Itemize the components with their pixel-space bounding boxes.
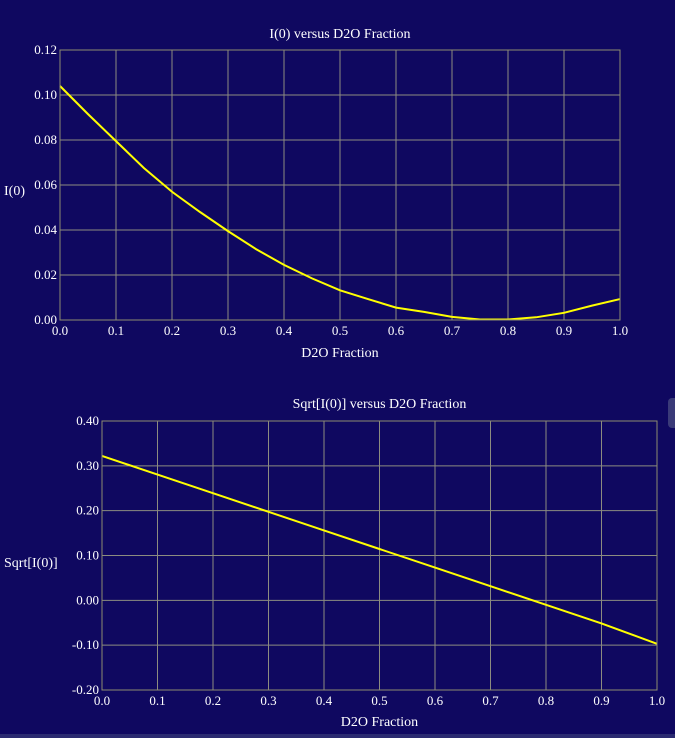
chart-1-x-tick-label: 0.3: [220, 323, 236, 338]
chart-2-title: Sqrt[I(0)] versus D2O Fraction: [293, 397, 467, 412]
chart-1-x-tick-label: 0.1: [108, 323, 124, 338]
chart-2-grid: [101, 420, 658, 691]
chart-2-x-axis-label: D2O Fraction: [341, 715, 418, 730]
chart-2-y-tick-label: 0.10: [76, 548, 99, 563]
chart-2-x-tick-label: 0.1: [149, 693, 165, 708]
chart-1-x-tick-label: 1.0: [612, 323, 628, 338]
chart-2-x-tick-label: 0.4: [316, 693, 333, 708]
chart-2-y-tick-label: 0.20: [76, 503, 99, 518]
chart-1-y-axis-label: I(0): [4, 184, 25, 199]
chart-2-x-tick-labels: 0.0 0.1 0.2 0.3 0.4 0.5 0.6 0.7 0.8 0.9 1.0: [94, 693, 665, 708]
chart-2-y-tick-label: -0.20: [72, 682, 99, 697]
chart-2-x-tick-label: 0.7: [482, 693, 499, 708]
chart-1-x-tick-label: 0.2: [164, 323, 180, 338]
chart-2-x-tick-label: 0.3: [260, 693, 276, 708]
chart-1-title: I(0) versus D2O Fraction: [269, 27, 410, 42]
chart-1-x-tick-label: 0.0: [52, 323, 68, 338]
chart-2-y-tick-labels: -0.20 -0.10 0.00 0.10 0.20 0.30 0.40: [72, 413, 99, 697]
chart-2-y-tick-label: -0.10: [72, 637, 99, 652]
chart-2-x-tick-label: 1.0: [649, 693, 665, 708]
chart-2-x-tick-label: 0.5: [371, 693, 387, 708]
chart-2-x-tick-label: 0.2: [205, 693, 221, 708]
bottom-scrollbar[interactable]: [0, 734, 675, 738]
chart-2-series-line: [101, 455, 658, 645]
chart-2-x-tick-label: 0.0: [94, 693, 110, 708]
chart-1-y-tick-label: 0.02: [34, 267, 57, 282]
chart-2-y-tick-label: 0.40: [76, 413, 99, 428]
chart-1-grid: [59, 49, 621, 321]
chart-2: -0.20 -0.10 0.00 0.10 0.20 0.30 0.40 0.0 0.1 0.2…: [4, 397, 665, 730]
chart-1-x-tick-label: 0.6: [388, 323, 405, 338]
chart-1-y-tick-label: 0.00: [34, 312, 57, 327]
chart-1-y-tick-label: 0.06: [34, 177, 57, 192]
chart-2-y-tick-label: 0.00: [76, 592, 99, 607]
chart-1-y-tick-label: 0.04: [34, 222, 57, 237]
chart-1-y-tick-labels: 0.00 0.02 0.04 0.06 0.08 0.10 0.12: [34, 42, 57, 327]
chart-1-x-tick-labels: 0.0 0.1 0.2 0.3 0.4 0.5 0.6 0.7 0.8 0.9 1.0: [52, 323, 628, 338]
chart-1-x-axis-label: D2O Fraction: [301, 346, 378, 361]
chart-1-y-tick-label: 0.12: [34, 42, 57, 57]
chart-1-series-line: [59, 85, 621, 321]
chart-1-plot-frame: [59, 49, 621, 321]
chart-1-x-tick-label: 0.7: [444, 323, 461, 338]
chart-1-x-tick-label: 0.5: [332, 323, 348, 338]
chart-1-x-tick-label: 0.9: [556, 323, 572, 338]
chart-2-x-tick-label: 0.9: [593, 693, 609, 708]
chart-2-x-tick-label: 0.6: [427, 693, 444, 708]
chart-1-y-tick-label: 0.10: [34, 87, 57, 102]
chart-2-y-axis-label: Sqrt[I(0)]: [4, 556, 58, 571]
chart-1-y-tick-label: 0.08: [34, 132, 57, 147]
chart-2-y-tick-label: 0.30: [76, 458, 99, 473]
chart-2-plot-frame: [101, 420, 658, 691]
chart-2-x-tick-label: 0.8: [538, 693, 554, 708]
chart-1-x-tick-label: 0.4: [276, 323, 293, 338]
chart-1: 0.000.020.040.060.080.100.12 0.0 0.1 0.2 0.…: [4, 27, 628, 361]
scroll-edge-handle[interactable]: [668, 398, 675, 428]
chart-1-x-tick-label: 0.8: [500, 323, 516, 338]
